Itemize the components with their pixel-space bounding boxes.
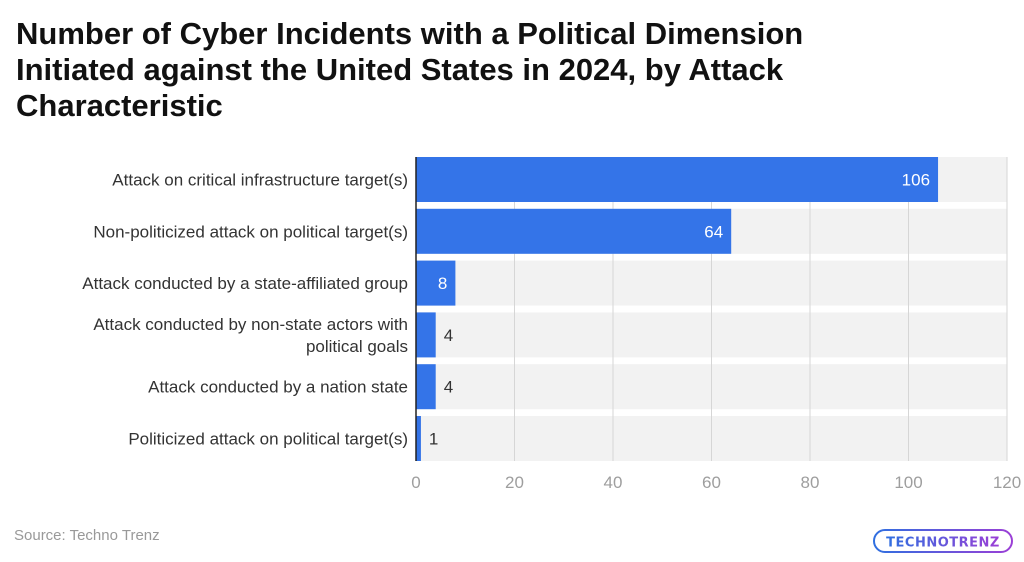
source-note: Source: Techno Trenz <box>14 527 160 544</box>
category-label: Politicized attack on political target(s… <box>128 430 408 449</box>
x-tick-label: 40 <box>604 473 623 492</box>
data-label: 64 <box>704 222 723 241</box>
technotrenz-logo: TECHNOTRENZ <box>873 529 1013 553</box>
x-tick-label: 60 <box>702 473 721 492</box>
bar <box>416 208 732 254</box>
svg-text:TECHNOTRENZ: TECHNOTRENZ <box>886 536 1000 551</box>
bar <box>416 416 421 461</box>
category-label: Attack conducted by a state-affiliated g… <box>82 274 408 293</box>
data-label: 4 <box>444 326 453 345</box>
data-label: 8 <box>438 274 447 293</box>
data-label: 4 <box>444 378 453 397</box>
category-label: Non-politicized attack on political targ… <box>93 222 408 241</box>
x-tick-label: 20 <box>505 473 524 492</box>
bar <box>416 157 939 202</box>
chart-title: Number of Cyber Incidents with a Politic… <box>16 16 804 123</box>
data-label: 106 <box>902 171 930 190</box>
data-label: 1 <box>429 430 438 449</box>
x-tick-label: 100 <box>894 473 922 492</box>
x-tick-label: 120 <box>993 473 1021 492</box>
bar <box>416 364 436 410</box>
category-label: Attack on critical infrastructure target… <box>112 171 408 190</box>
x-tick-label: 0 <box>411 473 420 492</box>
bar <box>416 260 456 306</box>
category-label: Attack conducted by non-state actors wit… <box>93 315 408 356</box>
bar <box>416 312 436 358</box>
category-label: Attack conducted by a nation state <box>148 378 408 397</box>
x-tick-label: 80 <box>801 473 820 492</box>
